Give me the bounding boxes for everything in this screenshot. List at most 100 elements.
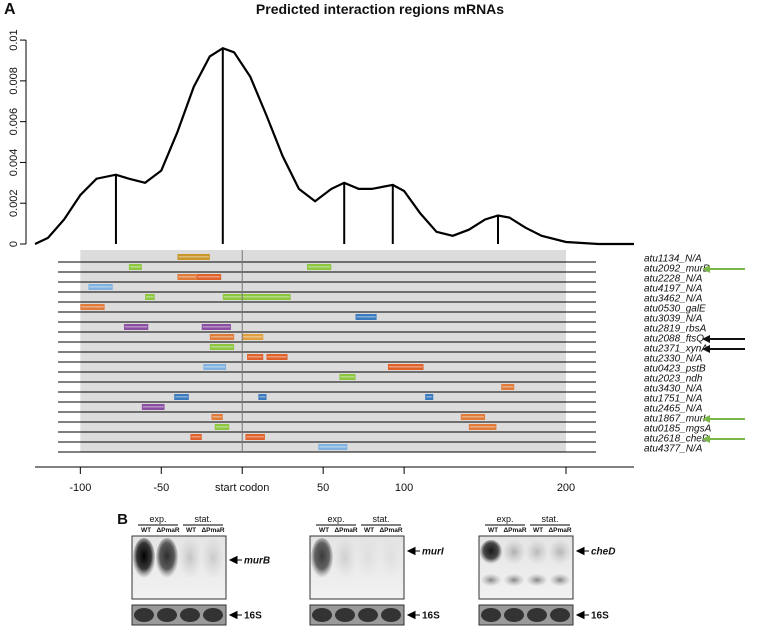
signal-band bbox=[480, 540, 502, 564]
loading-band bbox=[527, 608, 547, 622]
y-tick-label: 0.006 bbox=[8, 108, 20, 136]
lane-label: WT bbox=[186, 527, 196, 534]
gene-label: atu4377_N/A bbox=[644, 444, 703, 455]
segment-stripe bbox=[211, 347, 233, 348]
segment-stripe bbox=[178, 257, 208, 258]
lane-label: ΔPmaR bbox=[503, 527, 526, 534]
loading-band bbox=[203, 608, 223, 622]
segment-stripe bbox=[81, 307, 103, 308]
y-tick-label: 0.002 bbox=[8, 189, 20, 217]
segment-stripe bbox=[357, 317, 376, 318]
segment-stripe bbox=[203, 327, 230, 328]
loading-label: 16S bbox=[422, 611, 440, 622]
segment-stripe bbox=[130, 267, 141, 268]
signal-band bbox=[202, 538, 224, 578]
lower-band bbox=[527, 574, 547, 586]
panel-label: A bbox=[4, 1, 16, 18]
segment-stripe bbox=[191, 437, 200, 438]
loading-band bbox=[358, 608, 378, 622]
signal-band bbox=[549, 540, 571, 564]
segment-stripe bbox=[224, 297, 290, 298]
signal-band bbox=[380, 538, 402, 578]
loading-label: 16S bbox=[244, 611, 262, 622]
segment-stripe bbox=[212, 417, 221, 418]
signal-band bbox=[357, 538, 379, 578]
loading-band bbox=[180, 608, 200, 622]
segment-stripe bbox=[308, 267, 330, 268]
group-label: exp. bbox=[496, 514, 513, 524]
x-tick-label: -50 bbox=[153, 482, 169, 494]
y-tick-label: 0.004 bbox=[8, 149, 20, 177]
y-tick-label: 0.008 bbox=[8, 67, 20, 95]
signal-band bbox=[311, 538, 333, 578]
segment-stripe bbox=[204, 367, 225, 368]
group-label: stat. bbox=[541, 514, 558, 524]
target-label: murB bbox=[244, 556, 270, 567]
lane-label: WT bbox=[533, 527, 543, 534]
lower-band bbox=[504, 574, 524, 586]
segment-stripe bbox=[340, 377, 354, 378]
lane-label: ΔPmaR bbox=[548, 527, 571, 534]
signal-band bbox=[503, 540, 525, 564]
lane-label: ΔPmaR bbox=[379, 527, 402, 534]
target-arrow bbox=[230, 557, 242, 564]
segment-stripe bbox=[211, 337, 233, 338]
loading-band bbox=[481, 608, 501, 622]
chart-title: Predicted interaction regions mRNAs bbox=[256, 1, 504, 17]
x-tick-label: -100 bbox=[69, 482, 91, 494]
segment-stripe bbox=[462, 417, 484, 418]
group-label: exp. bbox=[149, 514, 166, 524]
segment-stripe bbox=[389, 367, 423, 368]
loading-band bbox=[381, 608, 401, 622]
segment-stripe bbox=[248, 357, 262, 358]
loading-arrow bbox=[408, 612, 420, 619]
lane-label: WT bbox=[488, 527, 498, 534]
segment-stripe bbox=[125, 327, 147, 328]
loading-label: 16S bbox=[591, 611, 609, 622]
loading-arrow bbox=[230, 612, 242, 619]
lane-label: WT bbox=[364, 527, 374, 534]
lower-band bbox=[481, 574, 501, 586]
y-tick-label: 0.01 bbox=[8, 29, 20, 50]
x-tick-label: 50 bbox=[317, 482, 329, 494]
segment-stripe bbox=[268, 357, 287, 358]
segment-stripe bbox=[178, 277, 195, 278]
lane-label: WT bbox=[141, 527, 151, 534]
x-tick-label: start codon bbox=[215, 482, 269, 494]
loading-band bbox=[504, 608, 524, 622]
segment-stripe bbox=[470, 427, 496, 428]
loading-arrow bbox=[577, 612, 589, 619]
segment-stripe bbox=[259, 397, 265, 398]
loading-band bbox=[550, 608, 570, 622]
segment-stripe bbox=[246, 437, 263, 438]
signal-band bbox=[179, 538, 201, 578]
lane-label: WT bbox=[319, 527, 329, 534]
signal-band bbox=[334, 538, 356, 578]
segment-stripe bbox=[216, 427, 229, 428]
lane-label: ΔPmaR bbox=[201, 527, 224, 534]
lane-label: ΔPmaR bbox=[156, 527, 179, 534]
density-line bbox=[35, 48, 634, 244]
group-label: stat. bbox=[372, 514, 389, 524]
group-label: exp. bbox=[327, 514, 344, 524]
segment-stripe bbox=[143, 407, 164, 408]
signal-band bbox=[156, 538, 178, 578]
x-tick-label: 200 bbox=[557, 482, 575, 494]
loading-band bbox=[157, 608, 177, 622]
segment-stripe bbox=[319, 447, 346, 448]
blots: exp. WT ΔPmaR stat. WT ΔPmaR murB 16S exp. WT ΔPma… bbox=[132, 514, 615, 625]
loading-band bbox=[134, 608, 154, 622]
target-arrow bbox=[577, 548, 589, 555]
segment-stripe bbox=[502, 387, 513, 388]
y-tick-label: 0 bbox=[8, 241, 20, 247]
group-label: stat. bbox=[194, 514, 211, 524]
loading-band bbox=[335, 608, 355, 622]
segment-stripe bbox=[175, 397, 188, 398]
target-label: cheD bbox=[591, 547, 615, 558]
signal-band bbox=[526, 540, 548, 564]
panel-label: B bbox=[117, 511, 128, 528]
segment-stripe bbox=[89, 287, 111, 288]
lower-band bbox=[550, 574, 570, 586]
segment-stripe bbox=[426, 397, 432, 398]
